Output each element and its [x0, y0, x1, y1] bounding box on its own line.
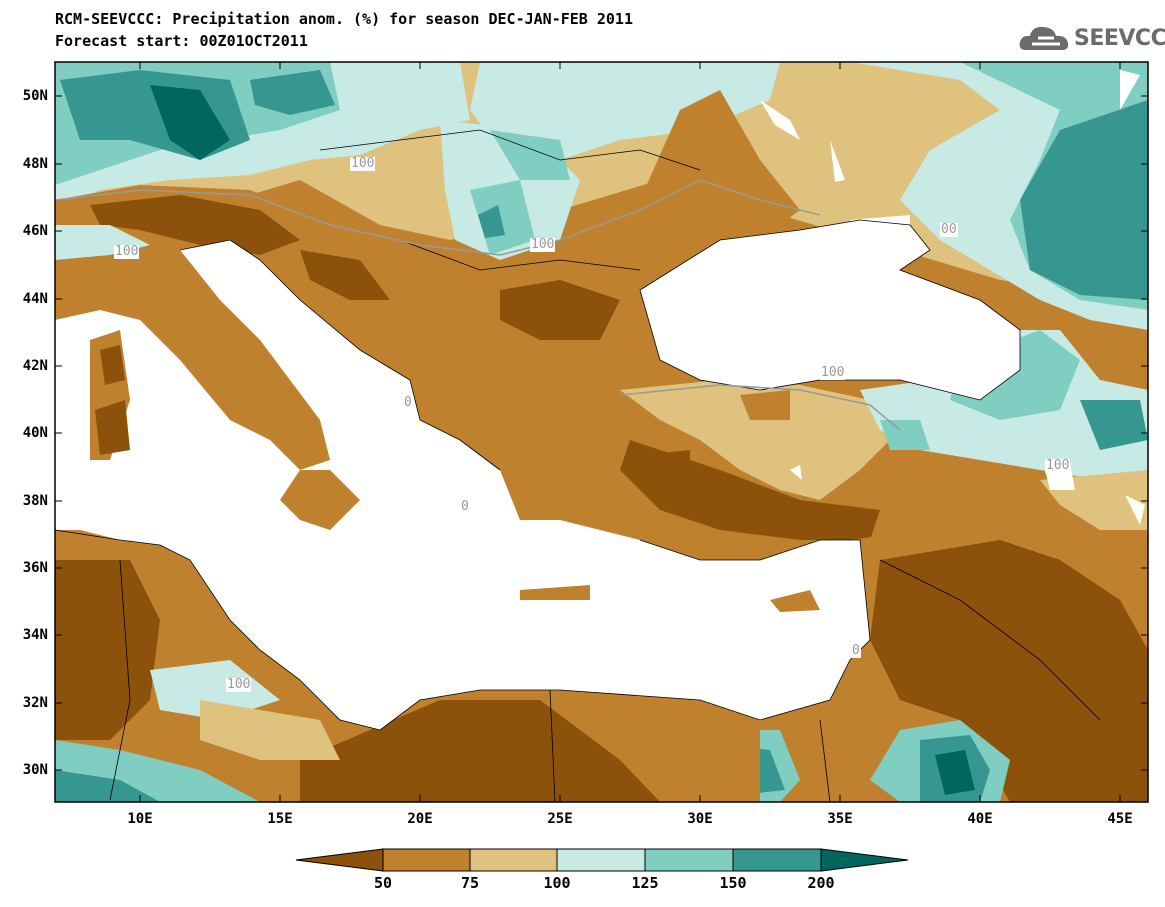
colorbar-label-100: 100 [543, 874, 571, 892]
colorbar-swatch-below-50 [295, 848, 384, 872]
seevccc-logo: SEEVCCC [1018, 22, 1165, 56]
contour-label: 100 [1045, 458, 1071, 473]
lon-label-20e: 20E [407, 811, 433, 827]
map-title: RCM-SEEVCCC: Precipitation anom. (%) for… [55, 10, 633, 28]
lon-label-25e: 25E [547, 811, 573, 827]
colorbar-swatch-100-125 [556, 848, 646, 872]
lon-label-15e: 15E [267, 811, 293, 827]
lat-label-46n: 46N [22, 223, 48, 239]
contour-label: 100 [114, 244, 140, 259]
lon-label-30e: 30E [687, 811, 713, 827]
colorbar-label-50: 50 [373, 874, 393, 892]
colorbar-swatch-125-150 [644, 848, 734, 872]
contour-label: 100 [820, 365, 846, 380]
lat-label-32n: 32N [22, 695, 48, 711]
lon-label-45e: 45E [1107, 811, 1133, 827]
contour-label: 100 [226, 677, 252, 692]
colorbar-label-150: 150 [719, 874, 747, 892]
colorbar [295, 848, 909, 872]
lat-label-50n: 50N [22, 88, 48, 104]
lat-label-48n: 48N [22, 156, 48, 172]
lat-label-42n: 42N [22, 358, 48, 374]
lat-label-34n: 34N [22, 627, 48, 643]
colorbar-swatch-50-75 [382, 848, 471, 872]
lat-label-30n: 30N [22, 762, 48, 778]
colorbar-swatch-75-100 [469, 848, 558, 872]
lon-label-35e: 35E [827, 811, 853, 827]
colorbar-label-75: 75 [460, 874, 480, 892]
forecast-start-label: Forecast start: 00Z01OCT2011 [55, 32, 308, 50]
logo-text: SEEVCCC [1074, 26, 1165, 51]
contour-label: 100 [350, 156, 376, 171]
lat-label-36n: 36N [22, 560, 48, 576]
lat-label-44n: 44N [22, 291, 48, 307]
colorbar-swatch-150-200 [732, 848, 822, 872]
contour-label: 100 [530, 237, 556, 252]
contour-label: 0 [403, 395, 413, 410]
contour-label: 00 [940, 222, 958, 237]
colorbar-label-125: 125 [631, 874, 659, 892]
contour-label: 0 [851, 643, 861, 658]
lat-label-38n: 38N [22, 493, 48, 509]
lon-label-40e: 40E [967, 811, 993, 827]
lon-label-10e: 10E [127, 811, 153, 827]
contour-label: 0 [460, 499, 470, 514]
colorbar-label-200: 200 [807, 874, 835, 892]
colorbar-swatch-above-200 [820, 848, 909, 872]
lat-label-40n: 40N [22, 425, 48, 441]
cloud-icon [1019, 26, 1069, 50]
